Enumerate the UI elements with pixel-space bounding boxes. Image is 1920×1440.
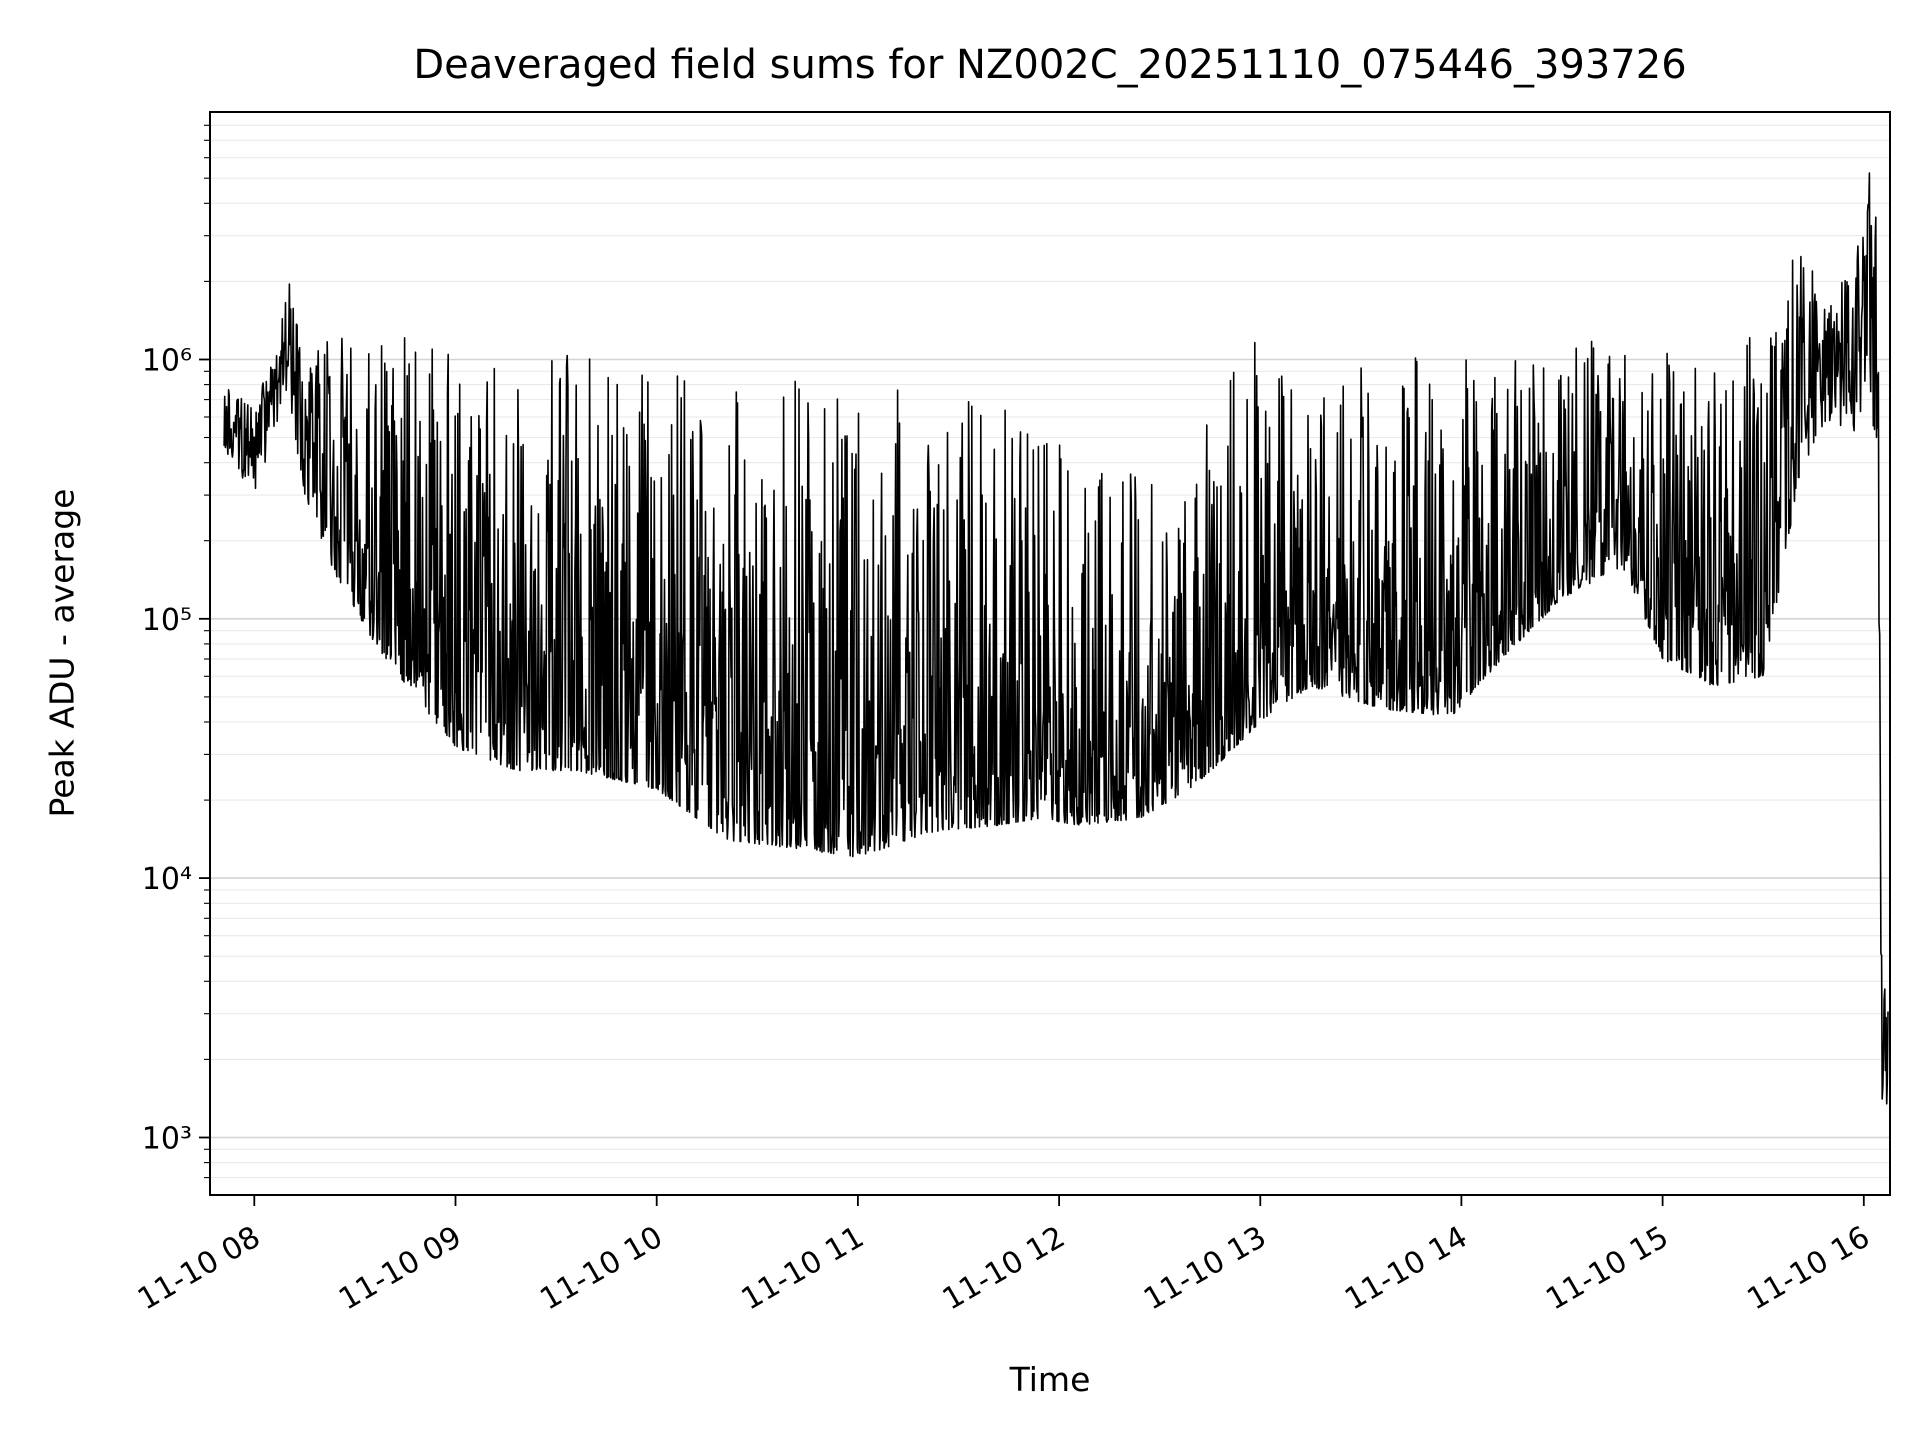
y-tick-label: 10⁶ [142, 344, 192, 379]
y-tick-label: 10⁴ [142, 862, 192, 897]
x-tick-label: 11-10 08 [132, 1220, 266, 1318]
x-tick-label: 11-10 16 [1741, 1220, 1875, 1318]
y-tick-label: 10⁵ [142, 603, 192, 638]
x-tick-label: 11-10 10 [534, 1220, 668, 1318]
x-tick-labels: 11-10 08 11-10 09 11-10 10 11-10 11 11-10 12… [132, 1220, 1876, 1318]
data-series-line [223, 172, 1889, 1105]
y-tick-label: 10³ [142, 1122, 192, 1157]
grid-minor [210, 124, 1890, 1179]
x-tick-label: 11-10 12 [937, 1220, 1071, 1318]
x-tick-label: 11-10 14 [1339, 1220, 1473, 1318]
x-tick-label: 11-10 13 [1138, 1220, 1272, 1318]
chart-title: Deaveraged field sums for NZ002C_2025111… [413, 42, 1687, 88]
x-tick-label: 11-10 15 [1540, 1220, 1674, 1318]
plot-frame [209, 111, 1891, 1196]
y-tick-labels: 10³ 10⁴ 10⁵ 10⁶ [142, 344, 192, 1157]
x-tick-label: 11-10 11 [736, 1220, 870, 1318]
x-axis-label: Time [1009, 1360, 1091, 1399]
x-tick-label: 11-10 09 [333, 1220, 467, 1318]
